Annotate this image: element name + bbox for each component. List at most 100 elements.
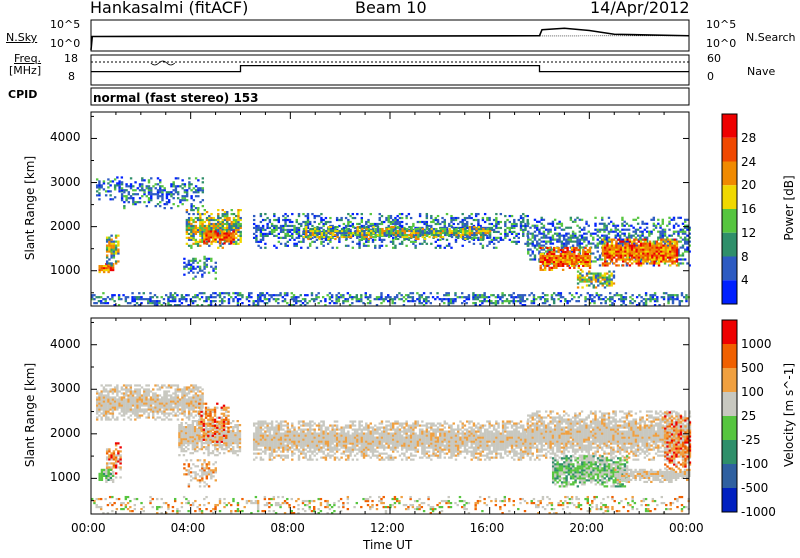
power-echo-cell bbox=[486, 296, 488, 298]
power-echo-cell bbox=[501, 294, 503, 296]
power-echo-cell bbox=[657, 239, 659, 241]
power-echo-cell bbox=[638, 244, 640, 246]
power-echo-cell bbox=[219, 236, 221, 238]
power-echo-cell bbox=[435, 228, 437, 230]
velocity-echo-cell bbox=[180, 430, 182, 432]
power-echo-cell bbox=[655, 225, 657, 227]
power-echo-cell bbox=[647, 248, 649, 250]
power-echo-cell bbox=[608, 282, 610, 284]
power-echo-cell bbox=[311, 292, 313, 294]
power-echo-cell bbox=[474, 298, 476, 300]
power-echo-cell bbox=[489, 228, 491, 230]
velocity-echo-cell bbox=[121, 414, 123, 416]
power-echo-cell bbox=[385, 298, 387, 300]
power-echo-cell bbox=[195, 225, 197, 227]
power-echo-cell bbox=[578, 267, 580, 269]
power-echo-cell bbox=[658, 244, 660, 246]
power-echo-cell bbox=[250, 296, 252, 298]
power-echo-cell bbox=[219, 217, 221, 219]
power-echo-cell bbox=[536, 244, 538, 246]
velocity-echo-cell bbox=[157, 410, 159, 412]
power-echo-cell bbox=[121, 199, 123, 201]
power-echo-cell bbox=[546, 257, 548, 259]
power-echo-cell bbox=[590, 280, 592, 282]
power-echo-cell bbox=[581, 280, 583, 282]
power-echo-cell bbox=[270, 296, 272, 298]
power-echo-cell bbox=[493, 247, 495, 249]
power-echo-cell bbox=[374, 239, 376, 241]
power-echo-cell bbox=[306, 294, 308, 296]
power-echo-cell bbox=[395, 236, 397, 238]
velocity-echo-cell bbox=[100, 416, 102, 418]
velocity-echo-cell bbox=[96, 402, 98, 404]
power-echo-cell bbox=[320, 219, 322, 221]
velocity-echo-cell bbox=[98, 404, 100, 406]
power-echo-cell bbox=[648, 231, 650, 233]
power-echo-cell bbox=[635, 239, 637, 241]
power-echo-cell bbox=[118, 188, 120, 190]
power-echo-cell bbox=[431, 228, 433, 230]
power-echo-cell bbox=[426, 232, 428, 234]
power-echo-cell bbox=[662, 221, 664, 223]
power-echo-cell bbox=[405, 217, 407, 219]
power-echo-cell bbox=[536, 241, 538, 243]
power-echo-cell bbox=[183, 262, 185, 264]
power-echo-cell bbox=[612, 225, 614, 227]
power-echo-cell bbox=[682, 233, 684, 235]
power-echo-cell bbox=[686, 219, 688, 221]
power-echo-cell bbox=[651, 244, 653, 246]
power-echo-cell bbox=[197, 231, 199, 233]
power-echo-cell bbox=[214, 238, 216, 240]
power-echo-cell bbox=[201, 229, 203, 231]
power-echo-cell bbox=[199, 268, 201, 270]
velocity-echo-cell bbox=[105, 404, 107, 406]
power-echo-cell bbox=[423, 221, 425, 223]
power-echo-cell bbox=[472, 292, 474, 294]
power-echo-cell bbox=[255, 239, 257, 241]
power-echo-cell bbox=[322, 225, 324, 227]
power-echo-cell bbox=[522, 294, 524, 296]
power-echo-cell bbox=[566, 247, 568, 249]
power-echo-cell bbox=[529, 243, 531, 245]
power-echo-cell bbox=[569, 292, 571, 294]
power-echo-cell bbox=[488, 217, 490, 219]
velocity-echo-cell bbox=[163, 412, 165, 414]
power-echo-cell bbox=[613, 246, 615, 248]
power-echo-cell bbox=[214, 300, 216, 302]
power-echo-cell bbox=[662, 252, 664, 254]
velocity-echo-cell bbox=[183, 454, 185, 456]
power-echo-cell bbox=[684, 241, 686, 243]
power-echo-cell bbox=[626, 248, 628, 250]
power-echo-cell bbox=[685, 296, 687, 298]
velocity-echo-cell bbox=[174, 392, 176, 394]
power-echo-cell bbox=[109, 198, 111, 200]
power-echo-cell bbox=[665, 244, 667, 246]
power-echo-cell bbox=[253, 223, 255, 225]
power-echo-cell bbox=[616, 294, 618, 296]
power-echo-cell bbox=[584, 255, 586, 257]
power-echo-cell bbox=[546, 298, 548, 300]
velocity-echo-cell bbox=[130, 406, 132, 408]
power-echo-cell bbox=[547, 241, 549, 243]
power-echo-cell bbox=[603, 231, 605, 233]
power-echo-cell bbox=[253, 219, 255, 221]
velocity-echo-cell bbox=[183, 428, 185, 430]
velocity-echo-cell bbox=[161, 410, 163, 412]
velocity-echo-cell bbox=[185, 442, 187, 444]
velocity-echo-cell bbox=[174, 396, 176, 398]
power-echo-cell bbox=[656, 262, 658, 264]
velocity-echo-cell bbox=[172, 400, 174, 402]
velocity-echo-cell bbox=[148, 414, 150, 416]
power-echo-cell bbox=[323, 232, 325, 234]
power-echo-cell bbox=[442, 232, 444, 234]
power-echo-cell bbox=[187, 294, 189, 296]
power-echo-cell bbox=[192, 219, 194, 221]
power-echo-cell bbox=[588, 280, 590, 282]
power-echo-cell bbox=[651, 252, 653, 254]
power-echo-cell bbox=[495, 221, 497, 223]
power-echo-cell bbox=[199, 235, 201, 237]
power-echo-cell bbox=[654, 298, 656, 300]
power-echo-cell bbox=[199, 241, 201, 243]
power-echo-cell bbox=[513, 296, 515, 298]
power-echo-cell bbox=[152, 296, 154, 298]
